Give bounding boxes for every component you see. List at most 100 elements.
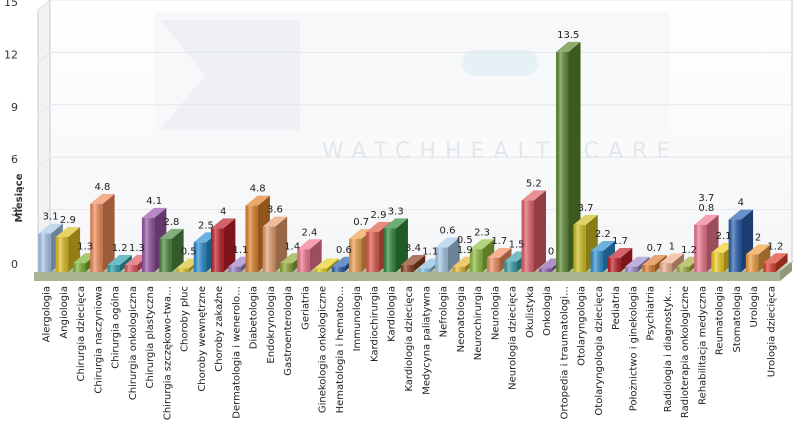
bar-top [55,227,81,238]
bar-highlight [262,226,276,272]
bar-highlight [141,217,155,272]
bar-top [745,244,771,255]
x-tick-label: Ginekologia onkologiczne [318,286,329,413]
data-label: 0.7 [353,217,369,228]
bar-highlight [124,265,138,272]
bar-highlight [366,231,379,272]
bar-top [590,241,616,252]
bar-highlight [383,228,396,272]
bar-side [534,190,547,272]
watermark-pill [462,50,538,76]
bar-highlight [625,266,638,272]
gridline-side [37,156,51,168]
data-label: 4.1 [146,196,162,207]
bar-highlight [694,224,707,272]
x-tick-label: Hematologia i hematoo… [335,286,346,413]
bar-side [102,193,115,272]
watermark-logo: WATCHHEALTHCARE [154,12,670,164]
bar [487,248,512,272]
data-label: 1.7 [612,236,628,247]
x-tick-label: Chirurgia ogólna [110,286,122,369]
bar-top [245,195,270,206]
bar-side [775,253,788,272]
bar [297,239,322,272]
data-label: 2.5 [198,220,214,231]
x-tick-label: Choroby zakaźne [213,286,225,372]
bar-highlight [38,233,51,272]
data-label: 1.3 [129,243,145,254]
x-tick-label: Kardiochirurgia [369,286,380,362]
data-label: 0 [548,247,554,258]
data-label: 2.1 [716,231,732,242]
x-tick-label: Neurologia dziecięca [508,286,519,390]
data-label: 13.5 [557,30,579,41]
bar-top [435,237,460,248]
bar-top [659,253,685,264]
bar [659,253,685,272]
bar [573,214,598,272]
x-tick-label: Rehabilitacja medyczna [697,286,708,405]
x-tick-label: Neurologia [490,286,501,340]
x-tick-label: Urologia [749,286,760,327]
data-labels: 3.1 2.91.34.81.2 1.34.12.80.52.541.14.83.6… [43,30,784,258]
bar-highlight [297,249,310,272]
bar-side [119,255,132,272]
data-label: 1.3 [77,241,93,252]
y-tick-label: 6 [11,153,18,166]
bar-highlight [642,265,655,272]
data-label: 1.4 [284,241,300,252]
bar [400,255,426,272]
data-label: 2.8 [163,217,179,228]
x-tick-label: Otolaryngologia dziecięca [594,286,605,416]
x-tick-label: Gastroenterologia [283,286,294,376]
x-tick-label: Angiologia [59,286,70,339]
floor-front [34,272,780,281]
y-tick-label: 15 [4,0,18,9]
bar-top [141,207,167,218]
bar-highlight [763,263,776,272]
x-tick-label: Stomatologia [732,286,743,352]
bar-side [309,239,322,272]
bar-top [383,218,408,229]
gridline-side [37,0,51,11]
data-label: 4.8 [94,182,110,193]
gridline-side [37,209,51,220]
bar-highlight [607,258,621,272]
x-tick-label: Otolaryngologia [577,286,588,366]
x-tick-label: Chirurgia naczyniowa [93,286,104,394]
bar-highlight [435,247,448,272]
x-tick-label: Kardiologia [387,286,398,342]
data-label: 1.2 [112,243,128,254]
data-label: 3.3 [388,206,404,217]
data-label: 2.9 [371,210,387,221]
data-label: 0.8 [698,203,714,214]
bar-top [366,221,391,232]
bar [107,255,132,272]
bar [210,218,236,272]
y-axis-title: Miesiące [14,173,25,222]
floor-side [780,262,792,281]
bar-highlight [521,200,535,272]
data-label: 1.5 [509,240,525,251]
x-tick-label: Radioterapia onkologiczne [680,286,691,418]
bar-highlight [55,237,69,272]
x-axis-labels: Alergologia Angiologia Chirurgia dziecięca… [42,286,778,420]
x-tick-label: Endokrynologia [266,286,277,364]
x-tick-label: Nefrologia [439,286,450,337]
y-tick-label: 9 [11,101,18,114]
bar-highlight [279,263,293,272]
data-label: 3.7 [698,193,714,204]
x-tick-label: Chirurgia dziecięca [76,286,87,382]
data-label: 4 [738,198,744,209]
data-label: 3.7 [578,203,594,214]
bar-top [728,209,754,220]
bar-top [38,223,63,234]
x-tick-label: Kardiologia dziecięca [404,286,415,392]
data-label: 0.6 [336,245,352,256]
data-label: 5.2 [526,178,542,189]
bar-highlight [418,268,431,272]
x-tick-label: Radiologia i diagnostyk… [663,286,674,412]
bar-top [159,228,184,239]
bar-highlight [331,266,345,272]
bar-side [395,218,408,272]
